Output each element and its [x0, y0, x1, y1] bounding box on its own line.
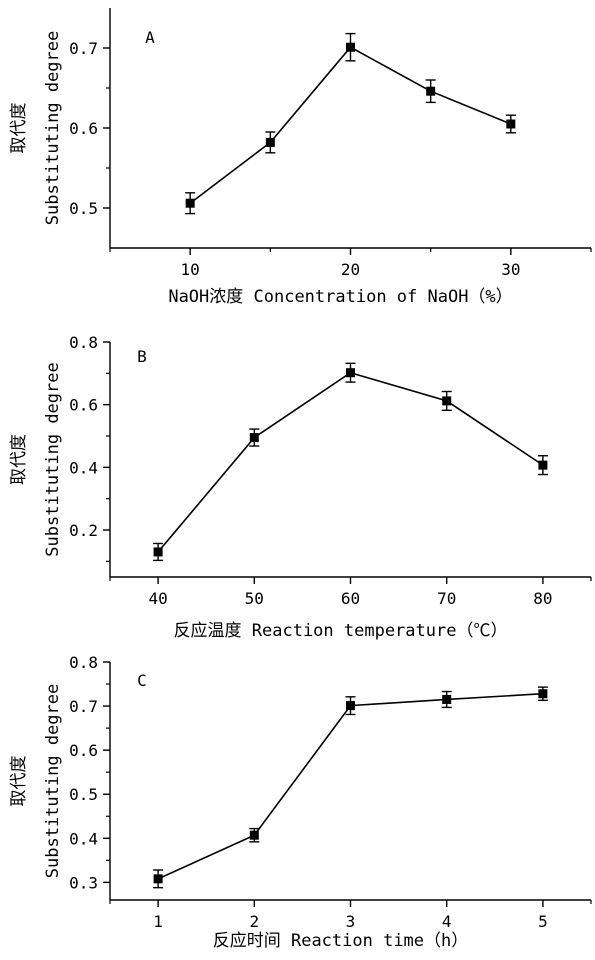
- data-point: [249, 830, 259, 840]
- panel-b: 0.2 0.4 0.6 0.8 40 50 60 70 80 反应温度 Reaction temp…: [9, 333, 592, 641]
- data-point: [426, 86, 436, 96]
- y-axis-label-en: Substituting degree: [43, 31, 63, 225]
- x-axis-label: NaOH浓度 Concentration of NaOH（%）: [168, 287, 512, 307]
- y-axis-label-en: Substituting degree: [43, 684, 63, 878]
- x-tick-label: 4: [442, 912, 452, 931]
- x-tick-label: 40: [148, 589, 167, 608]
- y-tick-label: 0.6: [69, 741, 98, 760]
- y-tick-label: 0.8: [69, 653, 98, 672]
- data-point: [538, 689, 548, 699]
- y-tick-label: 0.7: [69, 39, 98, 58]
- y-tick-label: 0.2: [69, 521, 98, 540]
- y-tick-label: 0.6: [69, 119, 98, 138]
- data-point: [346, 42, 355, 52]
- data-point: [346, 701, 355, 711]
- panel-letter: C: [137, 671, 147, 690]
- panel-a: 0.5 0.6 0.7 10 20 30 NaOH浓度 Concentration of N…: [9, 8, 592, 307]
- y-tick-label: 0.3: [69, 873, 98, 892]
- data-point: [265, 137, 275, 147]
- x-axis-label: 反应温度 Reaction temperature（℃）: [174, 621, 508, 641]
- x-tick-label: 10: [181, 260, 200, 279]
- y-tick-label: 0.8: [69, 333, 98, 352]
- series-line: [157, 371, 544, 553]
- data-point: [249, 433, 259, 443]
- y-axis-label-cn: 取代度: [9, 103, 29, 154]
- x-tick-label: 50: [245, 589, 264, 608]
- x-tick-label: 5: [538, 912, 548, 931]
- x-tick-label: 1: [153, 912, 163, 931]
- y-tick-label: 0.5: [69, 199, 98, 218]
- y-tick-label: 0.5: [69, 785, 98, 804]
- data-point: [346, 368, 355, 378]
- panel-letter: B: [137, 347, 147, 366]
- x-tick-label: 2: [249, 912, 259, 931]
- x-tick-label: 20: [341, 260, 360, 279]
- x-tick-label: 30: [501, 260, 520, 279]
- data-point: [538, 460, 548, 470]
- x-tick-label: 60: [341, 589, 360, 608]
- y-tick-label: 0.6: [69, 396, 98, 415]
- x-tick-label: 3: [346, 912, 356, 931]
- y-tick-label: 0.4: [69, 458, 98, 477]
- y-axis-label-en: Substituting degree: [43, 362, 63, 556]
- data-point: [153, 874, 163, 884]
- y-axis-label-cn: 取代度: [9, 756, 29, 807]
- series-line: [157, 692, 543, 880]
- series-line: [189, 46, 512, 204]
- data-point: [442, 396, 452, 406]
- panel-c: 0.3 0.4 0.5 0.6 0.7 0.8 1 2 3 4 5 反应时间 Reaction tim…: [9, 653, 592, 951]
- y-tick-label: 0.4: [69, 829, 98, 848]
- y-tick-label: 0.7: [69, 697, 98, 716]
- data-point: [506, 119, 516, 129]
- x-tick-label: 70: [437, 589, 456, 608]
- x-tick-label: 80: [533, 589, 552, 608]
- y-axis-label-cn: 取代度: [9, 434, 29, 485]
- panel-letter: A: [145, 28, 155, 47]
- x-axis-label: 反应时间 Reaction time（h）: [213, 931, 469, 951]
- data-point: [153, 547, 163, 557]
- data-point: [185, 198, 195, 208]
- data-point: [442, 694, 452, 704]
